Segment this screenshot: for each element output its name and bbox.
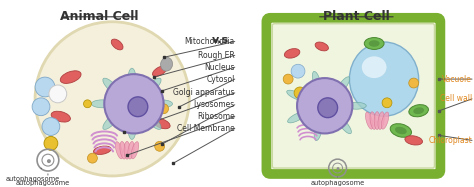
Ellipse shape <box>51 111 71 122</box>
Ellipse shape <box>314 121 322 141</box>
Circle shape <box>294 87 306 99</box>
Circle shape <box>283 74 293 84</box>
Circle shape <box>35 77 55 97</box>
Circle shape <box>337 167 339 170</box>
Text: Chloroplast: Chloroplast <box>428 136 472 145</box>
Ellipse shape <box>120 141 126 159</box>
Ellipse shape <box>288 112 305 123</box>
Ellipse shape <box>370 112 376 129</box>
Ellipse shape <box>103 113 119 129</box>
Circle shape <box>297 78 352 134</box>
Text: autophagosome: autophagosome <box>6 176 60 182</box>
Circle shape <box>409 78 419 88</box>
Ellipse shape <box>60 71 81 83</box>
Ellipse shape <box>93 146 111 154</box>
Text: Nucleus: Nucleus <box>204 63 235 72</box>
Circle shape <box>42 118 60 135</box>
Text: Ribosome: Ribosome <box>197 112 235 121</box>
Ellipse shape <box>349 42 419 116</box>
Circle shape <box>291 64 305 78</box>
Text: autophagosome: autophagosome <box>16 180 70 186</box>
Ellipse shape <box>128 141 134 159</box>
Text: Mitochondria: Mitochondria <box>184 37 235 46</box>
Ellipse shape <box>390 124 411 137</box>
Text: Lysosomes: Lysosomes <box>193 100 235 109</box>
Ellipse shape <box>151 100 173 108</box>
Circle shape <box>47 159 51 163</box>
Circle shape <box>128 97 148 117</box>
Circle shape <box>44 136 58 150</box>
Ellipse shape <box>91 100 113 108</box>
Ellipse shape <box>409 105 428 117</box>
Ellipse shape <box>287 90 305 100</box>
Ellipse shape <box>153 118 170 129</box>
Ellipse shape <box>103 78 119 94</box>
Circle shape <box>104 74 164 134</box>
Ellipse shape <box>378 112 384 129</box>
Circle shape <box>83 100 91 108</box>
Ellipse shape <box>115 142 123 159</box>
Circle shape <box>159 104 169 114</box>
Text: Animal Cell: Animal Cell <box>60 10 138 23</box>
Ellipse shape <box>395 127 407 134</box>
Ellipse shape <box>365 38 384 49</box>
Ellipse shape <box>312 71 321 91</box>
Ellipse shape <box>131 142 139 159</box>
Text: Plant Cell: Plant Cell <box>323 10 390 23</box>
Text: Cell wall: Cell wall <box>440 94 472 103</box>
Ellipse shape <box>381 112 389 129</box>
Circle shape <box>35 22 189 176</box>
Text: Rough ER: Rough ER <box>198 51 235 60</box>
Text: Cytosol: Cytosol <box>206 75 235 84</box>
Ellipse shape <box>128 118 136 139</box>
Ellipse shape <box>337 77 350 93</box>
Ellipse shape <box>161 57 173 71</box>
Ellipse shape <box>369 40 380 47</box>
Circle shape <box>318 98 337 118</box>
Ellipse shape <box>145 113 161 129</box>
Ellipse shape <box>413 107 424 114</box>
FancyBboxPatch shape <box>266 18 440 174</box>
Ellipse shape <box>365 112 373 129</box>
Ellipse shape <box>374 112 380 129</box>
Ellipse shape <box>362 56 386 78</box>
Ellipse shape <box>128 68 136 90</box>
Ellipse shape <box>111 39 123 50</box>
Text: Golgi apparatus: Golgi apparatus <box>173 88 235 97</box>
Ellipse shape <box>284 49 300 58</box>
Text: autophagosome: autophagosome <box>310 180 365 186</box>
Circle shape <box>49 85 67 103</box>
Ellipse shape <box>405 136 422 145</box>
Ellipse shape <box>124 141 130 159</box>
Circle shape <box>88 153 97 163</box>
Ellipse shape <box>145 78 161 94</box>
Text: Vacuole: Vacuole <box>442 75 472 84</box>
Text: Cell Membrane: Cell Membrane <box>177 124 235 133</box>
Circle shape <box>382 98 392 108</box>
Ellipse shape <box>153 66 167 76</box>
Ellipse shape <box>338 118 351 134</box>
Circle shape <box>155 141 164 151</box>
Text: v.s: v.s <box>212 35 229 45</box>
Ellipse shape <box>346 102 366 109</box>
Ellipse shape <box>315 42 328 51</box>
Circle shape <box>32 98 50 116</box>
